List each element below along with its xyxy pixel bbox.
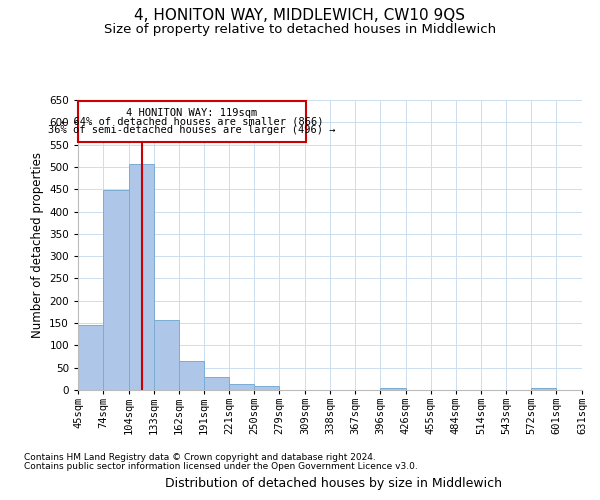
Bar: [179, 361, 203, 390]
Y-axis label: Number of detached properties: Number of detached properties: [31, 152, 44, 338]
Bar: [78, 101, 306, 142]
Bar: [254, 386, 279, 390]
Text: Size of property relative to detached houses in Middlewich: Size of property relative to detached ho…: [104, 22, 496, 36]
Bar: [129, 164, 154, 390]
Text: 4, HONITON WAY, MIDDLEWICH, CW10 9QS: 4, HONITON WAY, MIDDLEWICH, CW10 9QS: [134, 8, 466, 22]
Bar: [229, 384, 254, 390]
Bar: [380, 388, 406, 390]
Bar: [203, 376, 229, 390]
Bar: [103, 190, 129, 390]
Text: Contains HM Land Registry data © Crown copyright and database right 2024.: Contains HM Land Registry data © Crown c…: [24, 454, 376, 462]
Bar: [531, 388, 556, 390]
Bar: [78, 326, 103, 390]
Text: 4 HONITON WAY: 119sqm: 4 HONITON WAY: 119sqm: [127, 108, 257, 118]
Text: ← 64% of detached houses are smaller (866): ← 64% of detached houses are smaller (86…: [61, 116, 323, 126]
Bar: [154, 320, 179, 390]
Text: Distribution of detached houses by size in Middlewich: Distribution of detached houses by size …: [164, 477, 502, 490]
Text: 36% of semi-detached houses are larger (496) →: 36% of semi-detached houses are larger (…: [48, 126, 336, 136]
Text: Contains public sector information licensed under the Open Government Licence v3: Contains public sector information licen…: [24, 462, 418, 471]
